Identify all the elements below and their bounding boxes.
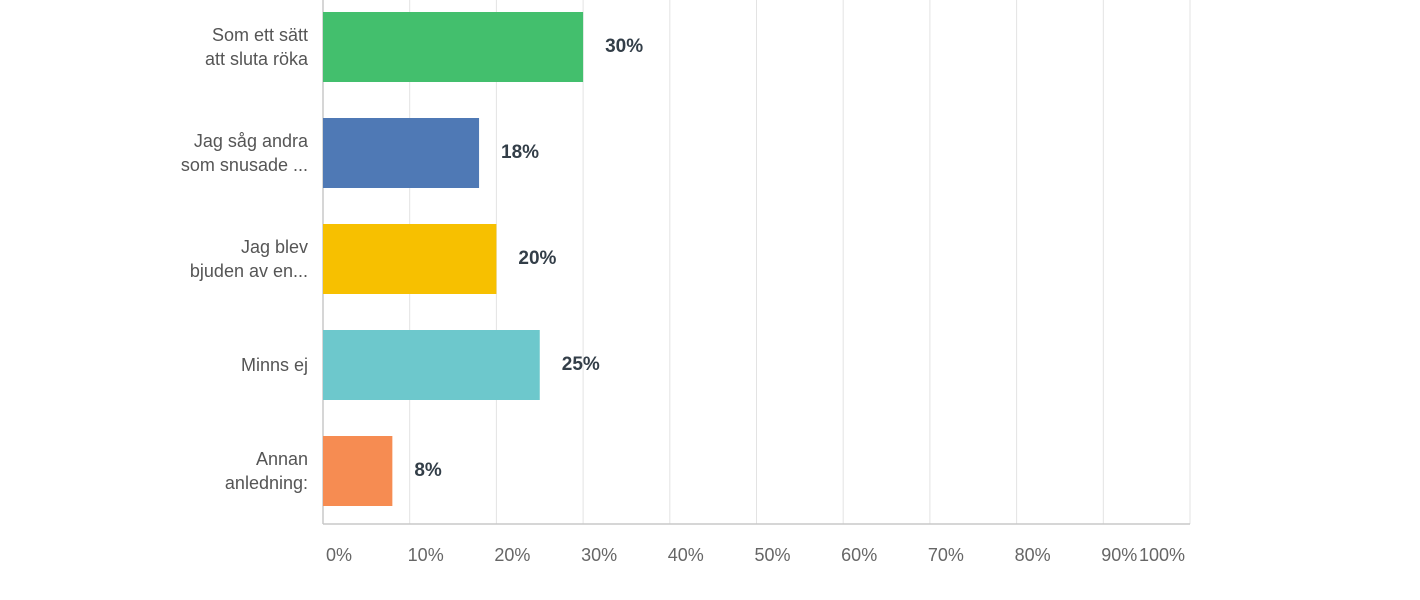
y-tick-label: Annan anledning: — [224, 449, 308, 493]
x-tick-label: 20% — [494, 545, 530, 565]
y-tick-label: Jag såg andra som snusade ... — [180, 131, 308, 175]
x-tick-label: 90% — [1101, 545, 1137, 565]
bar — [323, 12, 584, 82]
x-tick-label: 10% — [408, 545, 444, 565]
y-tick-label: Som ett sätt att sluta röka — [204, 25, 308, 69]
value-label: 18% — [501, 142, 539, 163]
y-tick-label: Minns ej — [240, 355, 308, 375]
x-tick-label: 100% — [1139, 545, 1185, 565]
value-label: 20% — [518, 248, 556, 269]
x-tick-label: 50% — [754, 545, 790, 565]
bar — [323, 224, 497, 294]
value-label: 30% — [605, 36, 643, 57]
x-tick-label: 40% — [668, 545, 704, 565]
bar — [323, 436, 393, 506]
x-tick-label: 70% — [928, 545, 964, 565]
y-tick-label: Jag blev bjuden av en... — [189, 237, 308, 281]
x-tick-label: 0% — [326, 545, 352, 565]
x-tick-label: 30% — [581, 545, 617, 565]
x-tick-label: 60% — [841, 545, 877, 565]
bar — [323, 118, 480, 188]
bar — [323, 330, 540, 400]
value-label: 25% — [562, 354, 600, 375]
x-tick-label: 80% — [1015, 545, 1051, 565]
value-label: 8% — [414, 460, 442, 481]
